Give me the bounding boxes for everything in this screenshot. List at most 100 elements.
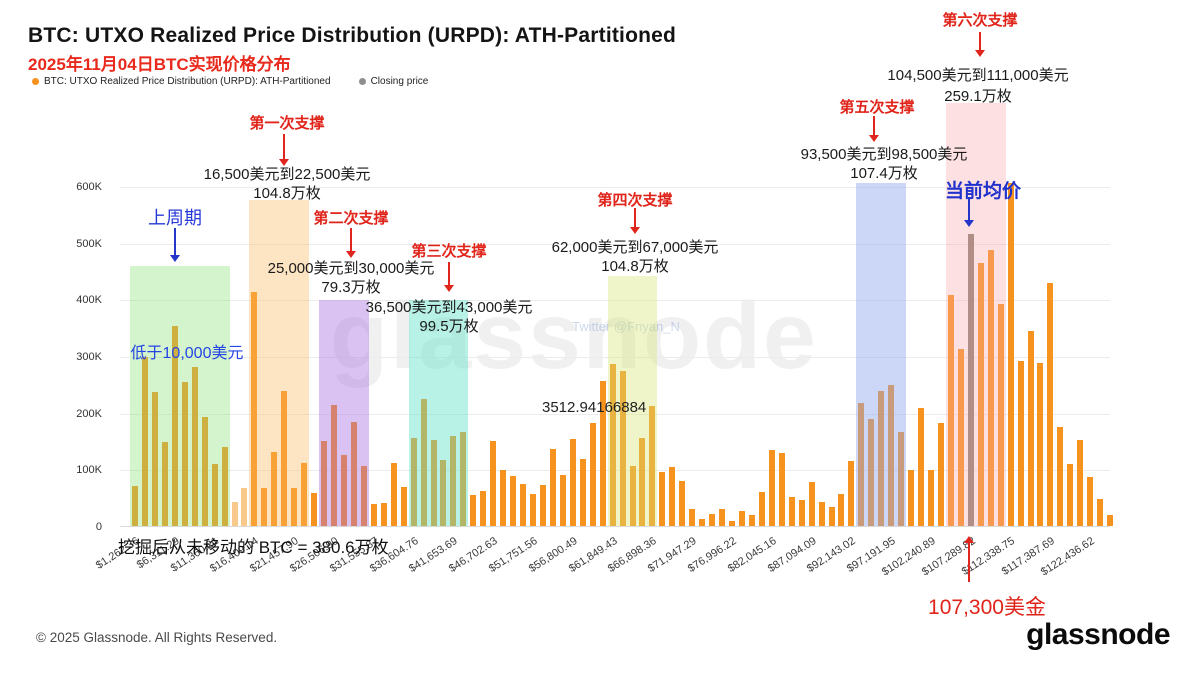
page-title: BTC: UTXO Realized Price Distribution (U… [28,24,677,47]
bar [1037,362,1044,526]
annotation-support2-label: 第二次支撑 [313,210,389,227]
arrow-head-icon [279,159,289,166]
bar [848,460,855,526]
series-dot-icon [32,78,39,85]
arrow-head-icon [964,220,974,227]
bar [350,422,357,526]
bar [1047,283,1054,526]
bar [450,435,457,526]
arrow-head-icon [444,285,454,292]
bar [997,304,1004,526]
bar [410,438,417,526]
y-tick-label: 600K [76,181,102,193]
region-support-1 [249,200,310,526]
bar [500,469,507,526]
bar [251,291,258,526]
bar [340,455,347,526]
bar [549,448,556,526]
bar [201,417,208,526]
bar [510,475,517,526]
bar [241,488,248,526]
bar [748,515,755,526]
bar [679,480,686,526]
annotation-prev-cycle-label: 上周期 [148,208,202,228]
bar [181,381,188,526]
bar [261,488,268,526]
bar [738,510,745,526]
bar [858,403,865,526]
bar [758,492,765,526]
legend-label: BTC: UTXO Realized Price Distribution (U… [44,76,331,87]
bar [659,471,666,526]
bar [171,325,178,526]
bar [957,348,964,526]
annotation-support2-amount: 79.3万枚 [321,279,381,296]
annotation-support1-range: 16,500美元到22,500美元 [203,166,371,183]
legend-item-closing-price[interactable]: Closing price [358,76,429,87]
bar [878,390,885,526]
bar [589,423,596,526]
twitter-watermark: Twitter @Fnyan_N [572,319,680,334]
bar [231,502,238,526]
annotation-arrow [968,542,970,582]
region-support-4 [607,275,658,526]
y-tick-label: 500K [76,237,102,250]
closing-price-bar [967,234,974,526]
bar [271,451,278,526]
bar [420,398,427,526]
bar [808,481,815,526]
bar [947,294,954,526]
bar [729,520,735,526]
bar [699,519,706,526]
gridline [120,300,1110,302]
annotation-support6-label: 第六次支撑 [942,12,1018,29]
bar [1067,463,1074,526]
arrow-head-icon [964,536,974,543]
bar [639,437,646,526]
gridline [120,357,1110,358]
region-support-3 [408,300,469,526]
bar [937,423,944,526]
bar [868,418,875,526]
bar [579,459,586,526]
bar [828,507,835,526]
legend: BTC: UTXO Realized Price Distribution (U… [32,76,428,87]
annotation-arrow [350,228,352,252]
bar [470,495,477,526]
bar [649,406,656,526]
annotation-support3-label: 第三次支撑 [411,243,487,260]
bar [480,491,487,526]
annotation-support4-label: 第四次支撑 [597,192,673,209]
bar [838,493,845,526]
bar [331,405,337,526]
annotation-support3-range: 36,500美元到43,000美元 [365,299,533,316]
annotation-arrow [979,32,981,51]
bar [918,407,925,526]
bar [360,465,367,526]
plot-area: 0 100K 200K 300K 400K 500K 600K $1,262.36 $6,311… [76,103,1114,578]
bar [380,503,387,526]
bar [1077,440,1084,526]
bar [1057,426,1064,526]
bar [619,370,626,526]
bar [311,493,318,526]
bar [440,459,447,526]
bar [1107,515,1114,526]
bar [321,441,328,526]
bar [768,450,775,526]
bar [520,483,527,526]
bar [559,475,566,526]
bar [539,485,546,526]
legend-label: Closing price [370,76,429,87]
annotation-support5-label: 第五次支撑 [839,99,915,116]
annotation-stray-value: 3512.94166884 [542,399,647,416]
bar [390,462,397,526]
bar [599,380,606,526]
annotation-arrow [873,116,875,136]
legend-item-urpd[interactable]: BTC: UTXO Realized Price Distribution (U… [32,76,331,87]
arrow-head-icon [869,135,879,142]
annotation-support2-range: 25,000美元到30,000美元 [267,260,435,277]
annotation-support5-amount: 107.4万枚 [850,165,918,182]
region-support-5 [856,183,907,526]
